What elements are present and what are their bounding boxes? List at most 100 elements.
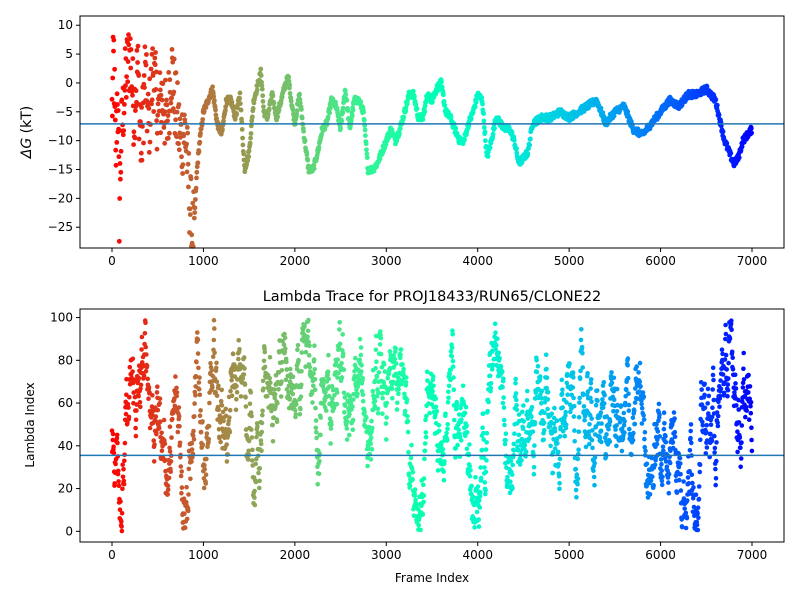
lambda-point: [138, 404, 143, 410]
y-tick-label: 40: [58, 439, 73, 453]
lambda-point: [445, 426, 450, 432]
lambda-point: [497, 356, 502, 361]
delta-g-point: [748, 125, 754, 131]
delta-g-point: [239, 126, 245, 132]
delta-g-point: [166, 70, 172, 75]
lambda-point: [650, 474, 655, 480]
delta-g-point: [487, 145, 493, 151]
lambda-point: [403, 380, 409, 385]
delta-g-point: [176, 102, 182, 107]
lambda-point: [514, 397, 519, 403]
lambda-point: [359, 369, 364, 374]
delta-g-point: [299, 107, 304, 112]
lambda-point: [402, 408, 408, 414]
lambda-point: [544, 375, 550, 381]
lambda-point: [422, 448, 428, 454]
lambda-point: [726, 360, 731, 366]
lambda-point: [641, 413, 646, 418]
lambda-point: [438, 457, 443, 463]
lambda-point: [679, 524, 685, 530]
lambda-point: [369, 429, 375, 434]
lambda-point: [276, 387, 281, 392]
lambda-point: [136, 393, 141, 399]
delta-g-point: [349, 113, 355, 118]
delta-g-point: [316, 144, 322, 150]
lambda-point: [601, 380, 607, 385]
delta-g-point: [139, 105, 145, 110]
lambda-point: [478, 465, 483, 470]
delta-g-point: [141, 140, 146, 146]
delta-g-point: [109, 96, 115, 102]
lambda-point: [545, 389, 551, 395]
delta-g-point: [189, 232, 195, 238]
lambda-point: [376, 390, 381, 396]
delta-g-point: [241, 151, 247, 157]
delta-g-point: [327, 106, 333, 111]
lambda-point: [151, 438, 156, 443]
lambda-point: [195, 330, 200, 335]
delta-g-point: [311, 162, 317, 168]
lambda-point: [476, 517, 482, 522]
delta-g-point: [213, 112, 219, 118]
delta-g-point: [528, 136, 533, 142]
lambda-point: [521, 403, 526, 408]
lambda-point: [747, 384, 753, 389]
lambda-point: [715, 423, 721, 429]
lambda-point: [288, 366, 293, 372]
lambda-point: [332, 393, 337, 398]
lambda-point: [639, 405, 645, 411]
lambda-point: [703, 429, 709, 435]
lambda-point: [614, 409, 620, 414]
delta-g-point: [362, 127, 368, 133]
delta-g-point: [282, 86, 288, 91]
lambda-point: [179, 469, 184, 474]
lambda-point: [170, 410, 176, 416]
delta-g-point: [194, 175, 199, 181]
lambda-point: [559, 391, 565, 397]
lambda-point: [162, 457, 168, 463]
delta-g-point: [126, 42, 132, 48]
delta-g-point: [174, 109, 180, 115]
lambda-point: [476, 524, 482, 529]
lambda-point: [158, 419, 163, 425]
lambda-point: [597, 435, 603, 441]
delta-g-point: [311, 166, 317, 172]
delta-g-point: [158, 130, 164, 136]
lambda-point: [563, 422, 569, 428]
lambda-point: [485, 408, 491, 414]
delta-g-point: [301, 128, 306, 134]
lambda-point: [373, 366, 378, 371]
lambda-point: [134, 408, 139, 413]
lambda-point: [262, 349, 268, 355]
lambda-point: [542, 399, 548, 405]
lambda-point: [523, 449, 529, 455]
lambda-point: [412, 487, 418, 492]
lambda-point: [672, 434, 678, 440]
delta-g-point: [144, 128, 150, 134]
lambda-point: [422, 456, 427, 462]
lambda-point: [457, 434, 463, 440]
lambda-point: [480, 425, 485, 431]
delta-g-point: [169, 47, 175, 52]
lambda-point: [370, 425, 375, 431]
delta-g-point: [167, 130, 172, 136]
delta-g-plot-frame: [79, 15, 785, 249]
delta-g-point: [177, 130, 183, 136]
lambda-point: [355, 384, 361, 390]
lambda-point: [643, 448, 648, 454]
lambda-point: [684, 498, 690, 503]
lambda-point: [580, 350, 585, 356]
lambda-point: [225, 433, 231, 438]
lambda-point: [618, 403, 624, 408]
lambda-point: [383, 421, 389, 426]
lambda-point: [498, 364, 504, 370]
lambda-point: [216, 383, 221, 389]
lambda-point: [337, 327, 342, 332]
lambda-point: [347, 432, 352, 438]
delta-g-point: [154, 146, 160, 152]
delta-g-point: [112, 66, 117, 72]
lambda-point: [545, 397, 551, 402]
delta-g-point: [114, 140, 120, 145]
delta-g-point: [294, 111, 300, 117]
lambda-point: [684, 515, 690, 521]
